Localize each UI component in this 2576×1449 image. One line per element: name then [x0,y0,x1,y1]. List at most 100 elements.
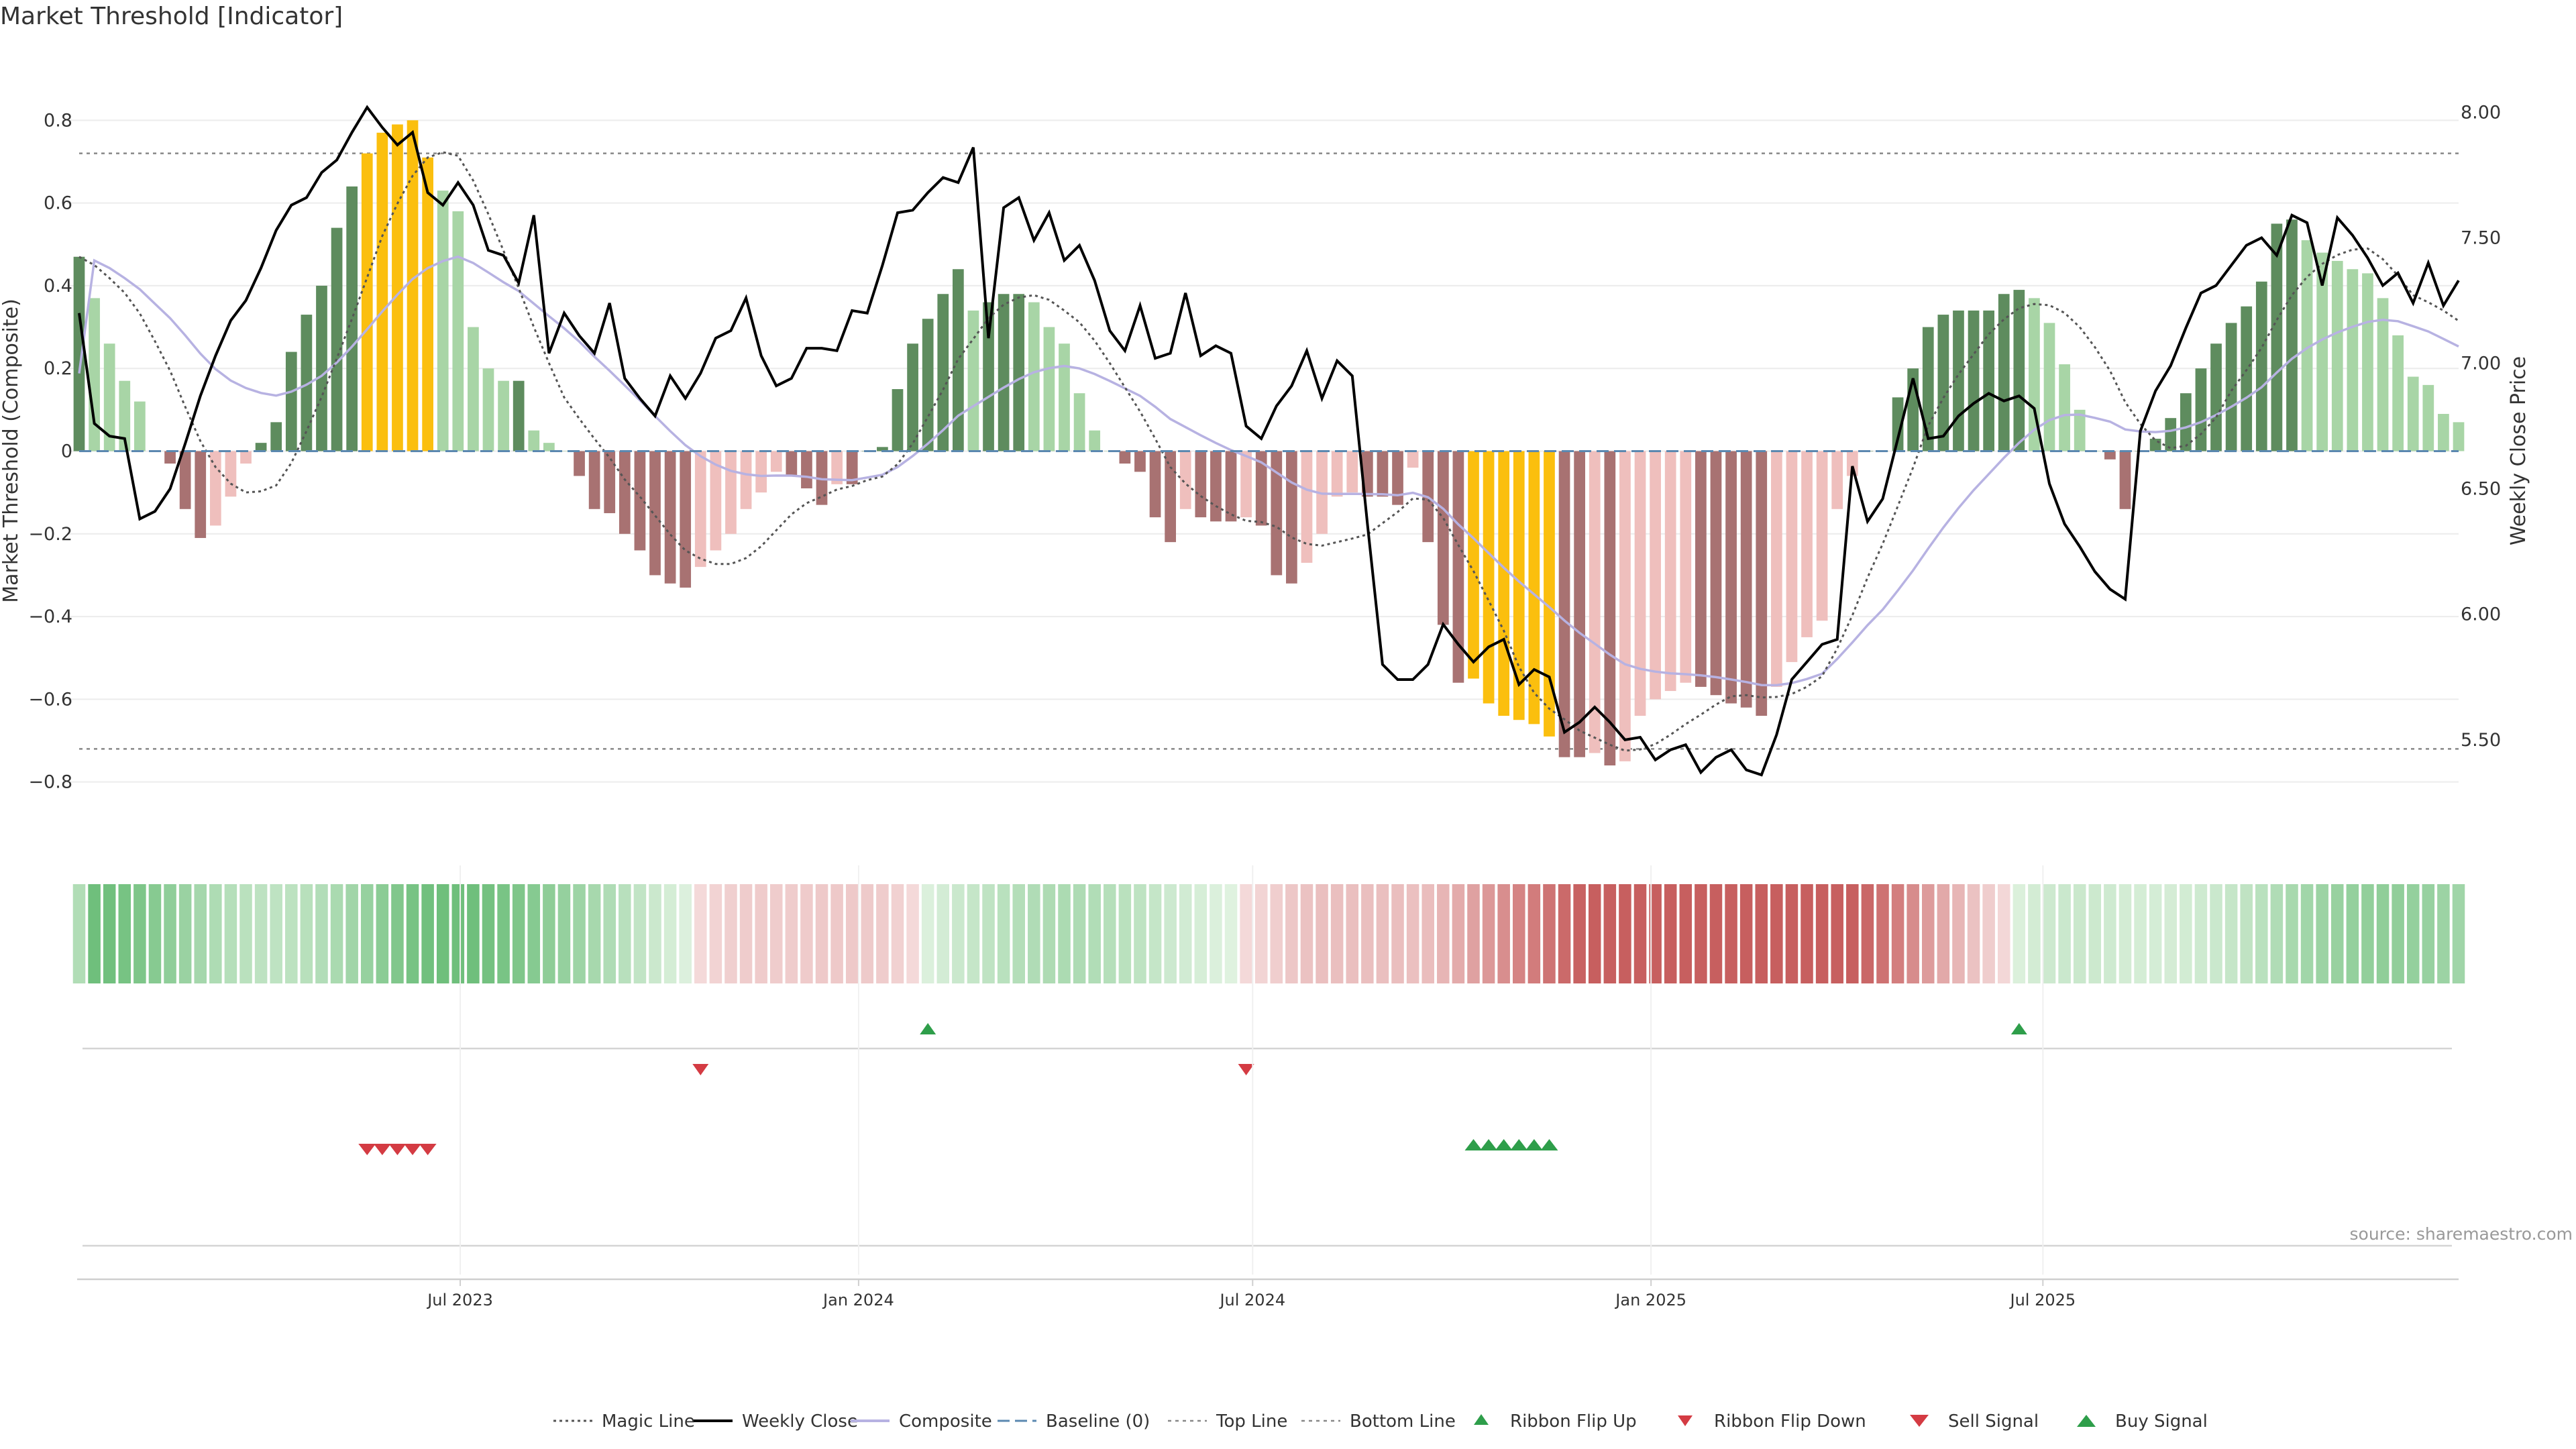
composite-bar [998,294,1010,451]
ribbon-cell [1558,884,1571,983]
composite-bar [164,451,176,464]
composite-bar [2149,439,2161,451]
composite-bar [1528,451,1540,724]
ribbon-cell [1058,884,1071,983]
ribbon-cell [1194,884,1208,983]
composite-bar [604,451,616,513]
composite-bar [1589,451,1601,753]
ribbon-cell [1876,884,1889,983]
x-tick-label: Jul 2023 [426,1291,493,1309]
ribbon-cell [1210,884,1222,983]
left-tick-label: 0.6 [44,193,72,214]
sell-signal-marker [358,1144,376,1155]
legend-item-baseline: Baseline (0) [998,1411,1150,1432]
composite-bar [2074,409,2086,451]
composite-bar [1331,451,1343,497]
ribbon-cell [2043,884,2056,983]
composite-bar [2271,223,2283,451]
legend-label: Bottom Line [1350,1411,1456,1432]
composite-bar [937,294,949,451]
ribbon-cell [694,884,707,983]
ribbon-cell [1725,884,1737,983]
ribbon-cell [1891,884,1904,983]
legend-item-sell: Sell Signal [1910,1411,2039,1432]
left-tick-label: 0.8 [44,110,72,131]
right-axis-title: Weekly Close Price [2507,356,2530,545]
composite-bar [1286,451,1297,584]
ribbon-cell [1437,884,1450,983]
ribbon-cell [1316,884,1328,983]
left-tick-label: 0.4 [44,276,72,297]
ribbon-cell [1633,884,1647,983]
ribbon-cell [1588,884,1601,983]
composite-bar [2331,260,2343,451]
composite-bar [1437,451,1449,625]
ribbon-cell [2330,884,2344,983]
ribbon-cell [1421,884,1434,983]
ribbon-cell [164,884,176,983]
ribbon-cell [1997,884,2010,983]
composite-bar [103,343,115,451]
legend-label: Baseline (0) [1046,1411,1150,1432]
ribbon-cell [2392,884,2404,983]
legend-item-flipup: Ribbon Flip Up [1474,1411,1637,1432]
ribbon-cell [1270,884,1283,983]
composite-bar [301,315,313,451]
composite-bar [316,285,327,451]
left-tick-label: −0.2 [28,524,72,545]
ribbon-cell [1709,884,1723,983]
ribbon-cell [936,884,950,983]
signal-panel [83,1139,2452,1247]
composite-bar [1650,451,1661,700]
ribbon-cell [1846,884,1859,983]
ribbon-cell [1739,884,1753,983]
ribbon-cell [315,884,328,983]
composite-bar [967,310,979,451]
ribbon-cell [467,884,480,983]
composite-bar [1770,451,1782,687]
composite-bar [346,186,358,451]
ribbon-cell [2028,884,2041,983]
ribbon-flip-up-marker [2010,1023,2027,1034]
composite-bar [588,451,600,509]
composite-bar [179,451,191,509]
right-tick-label: 5.50 [2461,730,2501,751]
sell-signal-marker [373,1144,391,1155]
ribbon-cell [1679,884,1693,983]
composite-bar [2347,269,2359,451]
composite-bar [240,451,252,464]
ribbon-cell [982,884,995,983]
ribbon-cell [1922,884,1935,983]
ribbon-cell [2104,884,2116,983]
composite-bar [1119,451,1131,464]
ribbon-flip-down-marker [1238,1064,1254,1075]
ribbon-cell [1967,884,1980,983]
composite-bar [2316,252,2328,451]
composite-bar [2225,323,2237,451]
composite-bar [1089,430,1101,451]
ribbon-cell [436,884,449,983]
composite-bar [1346,451,1358,493]
composite-bar [2119,451,2131,509]
magic-line [78,151,2459,752]
composite-bar [1544,451,1555,737]
composite-bar [1134,451,1146,472]
composite-bar [1513,451,1525,720]
x-tick-label: Jul 2024 [1218,1291,1285,1309]
legend-label: Weekly Close [742,1411,858,1432]
composite-bar [1801,451,1813,637]
ribbon-cell [2255,884,2268,983]
ribbon-cell [1815,884,1829,983]
legend-item-flipdown: Ribbon Flip Down [1678,1411,1866,1432]
ribbon-cell [785,884,798,983]
ribbon-cell [2270,884,2284,983]
ribbon-flip-panel [83,1023,2452,1075]
legend-item-bottom: Bottom Line [1301,1411,1456,1432]
ribbon-cell [557,884,571,983]
composite-bar [1301,451,1313,563]
legend-swatch [1910,1415,1929,1427]
ribbon-cell [800,884,813,983]
legend-label: Composite [899,1411,992,1432]
composite-bar [255,443,267,451]
